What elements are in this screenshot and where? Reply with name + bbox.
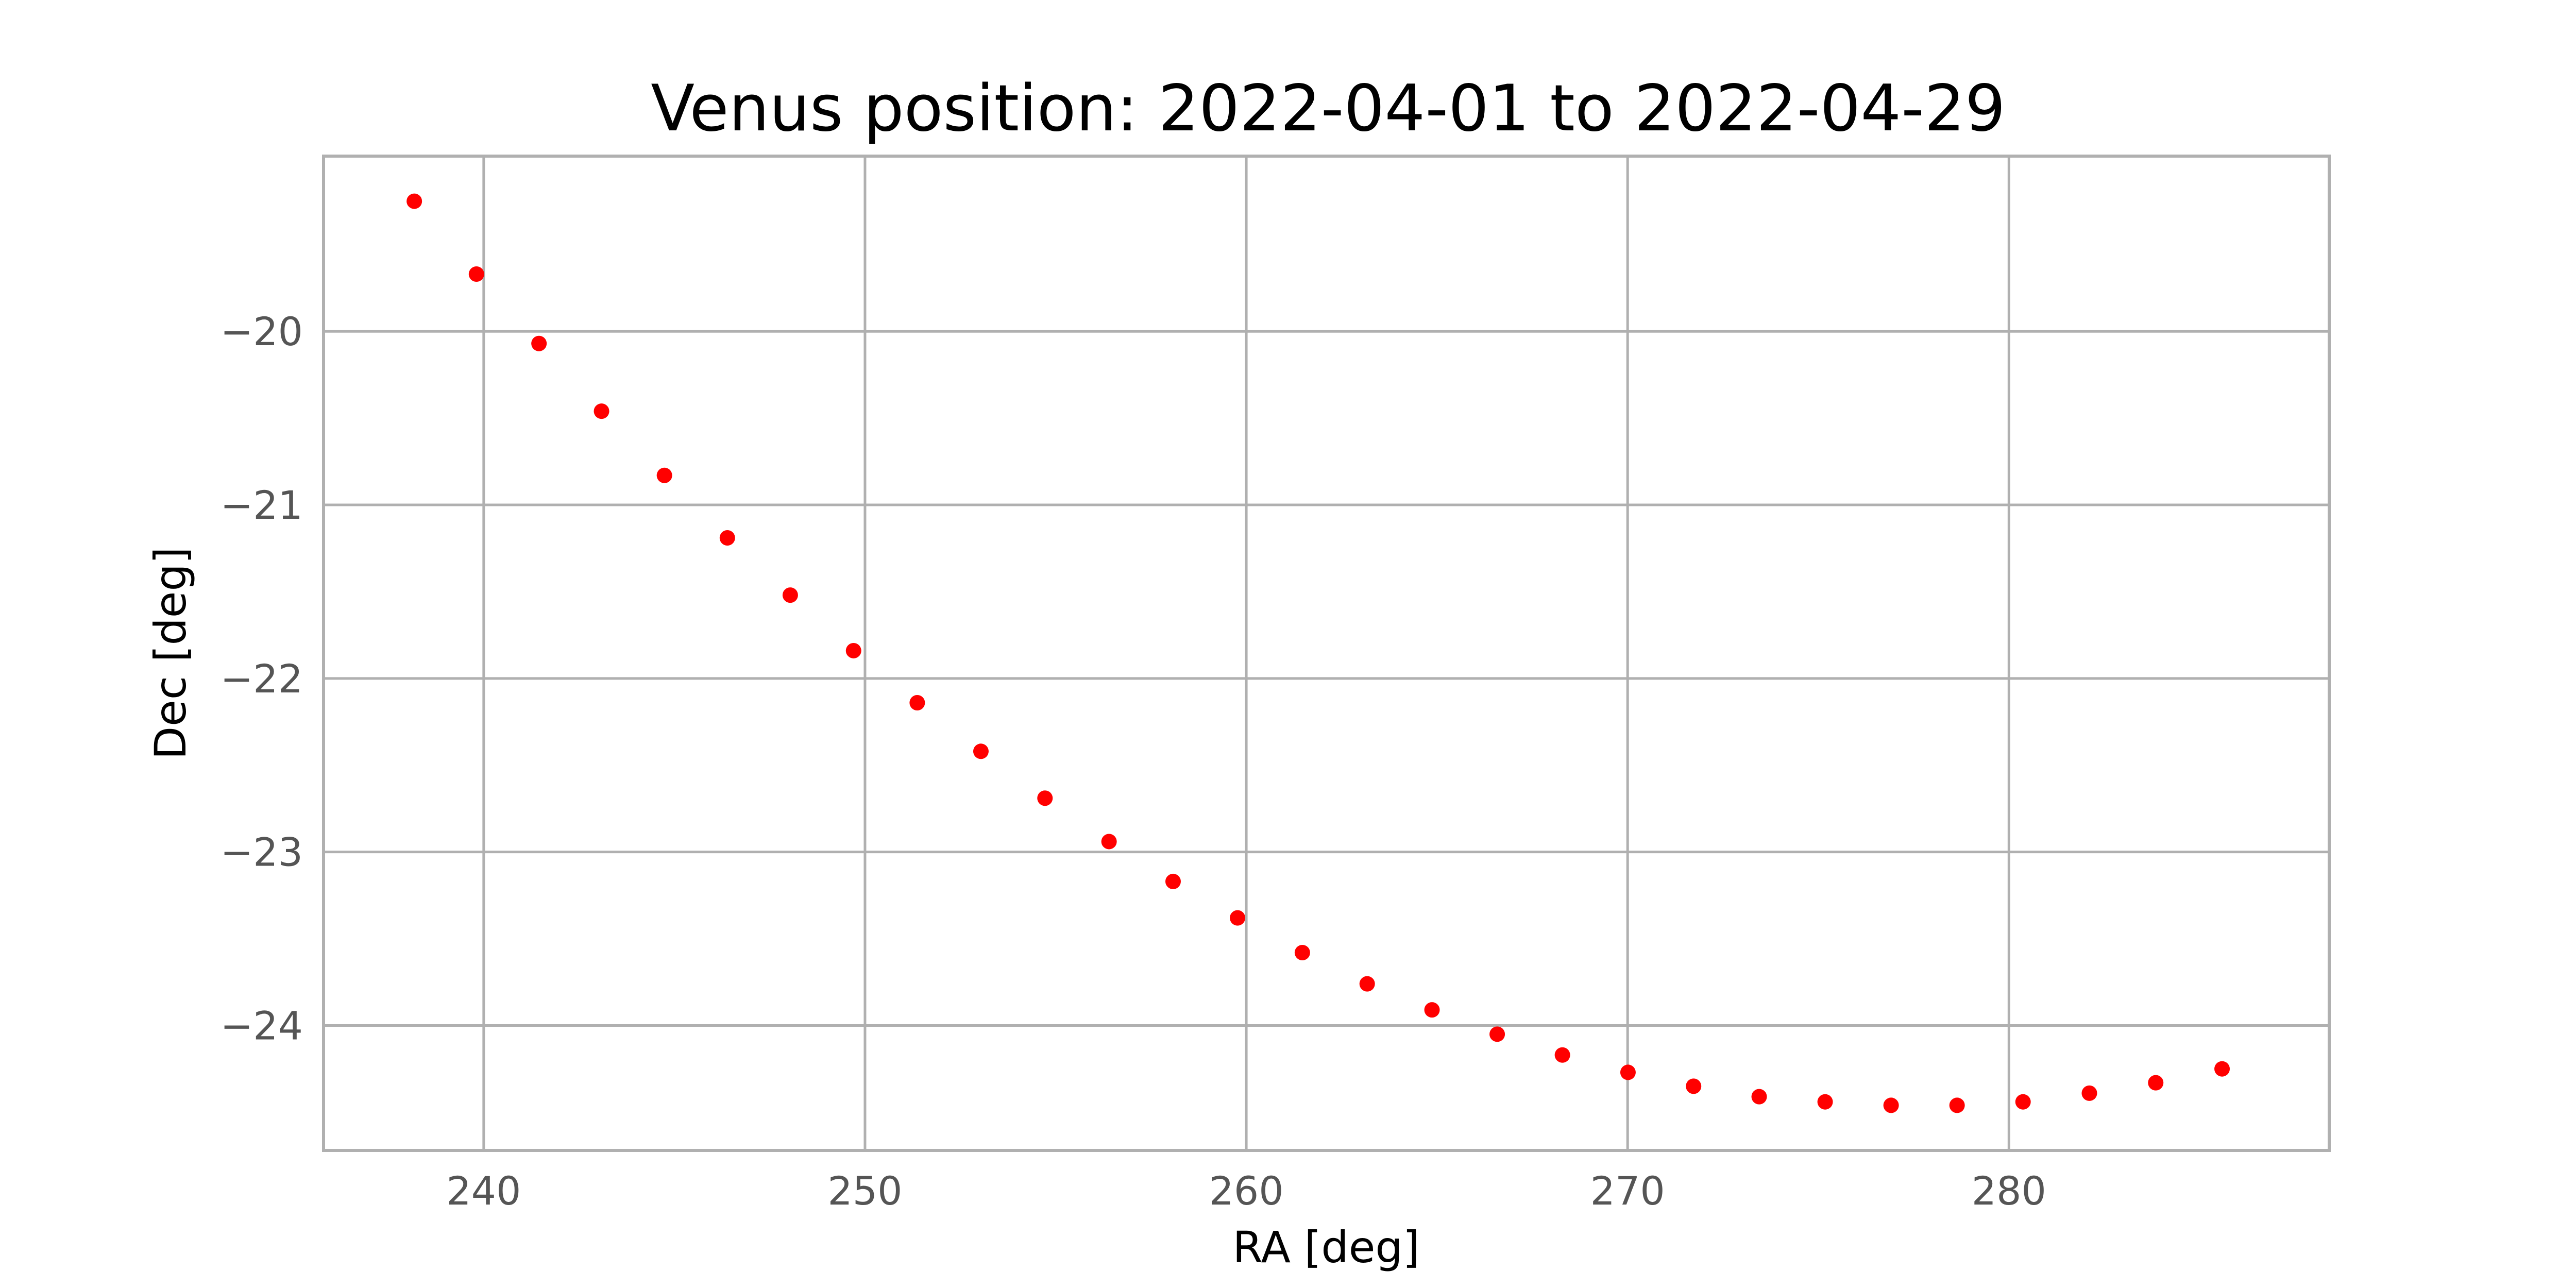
x-tick-label: 280 <box>1972 1168 2046 1214</box>
data-point <box>1554 1047 1570 1063</box>
data-point <box>1165 873 1181 889</box>
data-point <box>1359 976 1375 992</box>
data-point <box>2015 1094 2031 1110</box>
data-point <box>1424 1002 1440 1018</box>
data-points <box>406 193 2230 1113</box>
grid <box>324 156 2329 1150</box>
data-point <box>1037 790 1053 806</box>
plot-area-frame <box>322 155 2331 1152</box>
data-point <box>1230 910 1246 926</box>
data-point <box>2081 1085 2097 1101</box>
x-tick-label: 240 <box>446 1168 521 1214</box>
data-point <box>406 193 422 209</box>
data-point <box>594 403 609 419</box>
x-tick-label: 270 <box>1590 1168 1665 1214</box>
y-axis-label: Dec [deg] <box>145 547 196 759</box>
x-axis-ticks: 240 250 260 270 280 <box>446 1168 2046 1214</box>
data-point <box>468 266 484 282</box>
data-point <box>2148 1075 2164 1091</box>
data-point <box>2214 1061 2230 1077</box>
y-tick-label: −22 <box>221 656 303 702</box>
data-point <box>1294 945 1310 961</box>
y-tick-label: −20 <box>221 309 303 354</box>
data-point <box>656 467 672 483</box>
x-axis-label: RA [deg] <box>1233 1222 1420 1273</box>
data-point <box>845 642 861 658</box>
data-point <box>909 694 925 710</box>
x-tick-label: 260 <box>1209 1168 1284 1214</box>
chart-title: Venus position: 2022-04-01 to 2022-04-29 <box>651 72 2006 146</box>
y-axis-ticks: −20 −21 −22 −23 −24 <box>221 309 303 1048</box>
data-point <box>1949 1097 1965 1113</box>
data-point <box>719 530 735 546</box>
data-point <box>1620 1064 1636 1080</box>
data-point <box>1686 1078 1702 1094</box>
data-point <box>1817 1094 1833 1110</box>
data-point <box>1101 834 1117 850</box>
data-point <box>1751 1089 1767 1105</box>
data-point <box>1489 1026 1505 1042</box>
data-point <box>531 335 547 351</box>
y-tick-label: −23 <box>221 829 303 875</box>
data-point <box>1883 1097 1899 1113</box>
y-tick-label: −24 <box>221 1003 303 1048</box>
data-point <box>782 587 798 603</box>
data-point <box>973 743 989 759</box>
x-tick-label: 250 <box>827 1168 902 1214</box>
y-tick-label: −21 <box>221 482 303 528</box>
